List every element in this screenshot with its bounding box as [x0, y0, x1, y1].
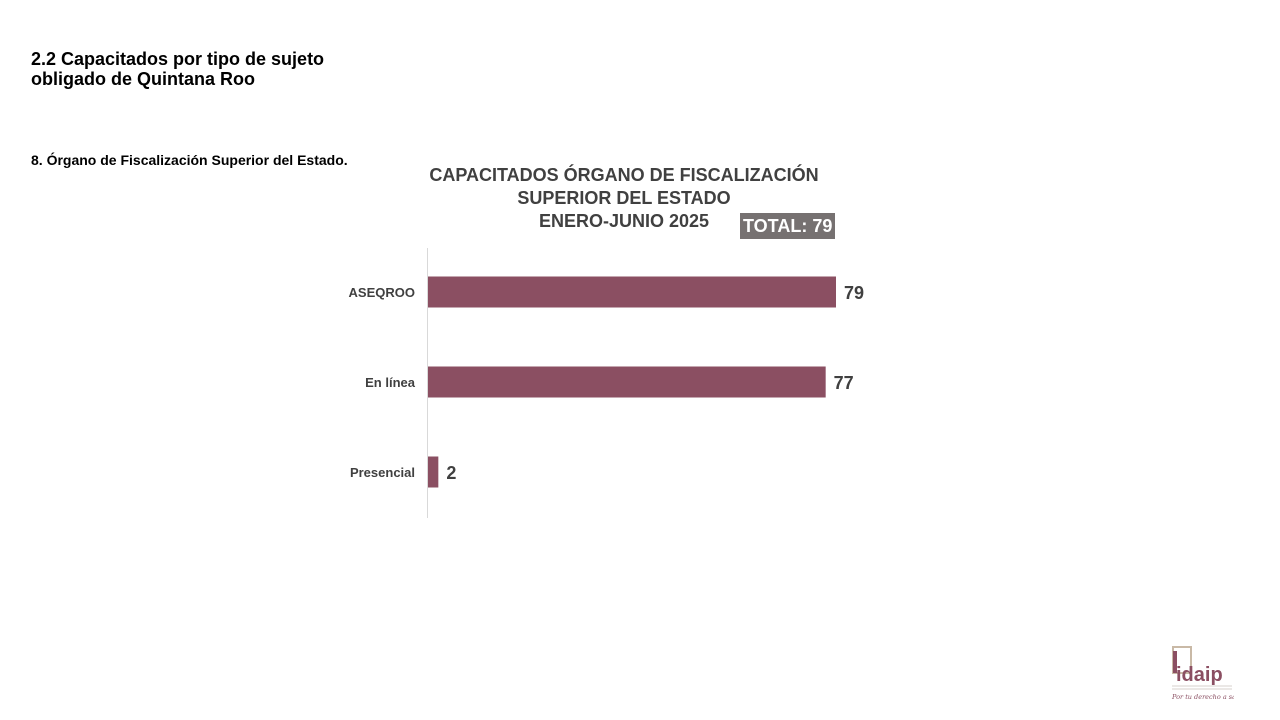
- data-label-1: 77: [834, 373, 854, 393]
- logo-text: idaip: [1176, 664, 1223, 686]
- chart-title-line-3: ENERO-JUNIO 2025: [538, 211, 710, 231]
- category-label-1: En línea: [365, 375, 416, 390]
- chart-title-line-2: SUPERIOR DEL ESTADO: [517, 188, 731, 208]
- chart-title-line-1: CAPACITADOS ÓRGANO DE FISCALIZACIÓN: [429, 165, 819, 185]
- bar-0: [428, 276, 836, 308]
- category-label-0: ASEQROO: [349, 285, 415, 300]
- bar-1: [428, 366, 826, 398]
- slide-title-line-1: 2.2 Capacitados por tipo de sujeto: [31, 49, 325, 69]
- chart-title: CAPACITADOS ÓRGANO DE FISCALIZACIÓN SUPE…: [404, 164, 844, 233]
- total-badge: TOTAL: 79: [740, 213, 836, 239]
- slide-subtitle: 8. Órgano de Fiscalización Superior del …: [31, 152, 348, 168]
- logo-bar-icon: [1173, 651, 1177, 673]
- logo-tagline: Por tu derecho a saber: [1171, 693, 1234, 701]
- bar-2: [428, 456, 439, 488]
- slide-title-line-2: obligado de Quintana Roo: [31, 69, 255, 89]
- data-label-2: 2: [446, 463, 456, 483]
- category-label-2: Presencial: [350, 465, 415, 480]
- data-label-0: 79: [844, 283, 864, 303]
- idaip-logo: idaip Por tu derecho a saber: [1171, 646, 1234, 701]
- slide-title: 2.2 Capacitados por tipo de sujeto oblig…: [31, 49, 324, 89]
